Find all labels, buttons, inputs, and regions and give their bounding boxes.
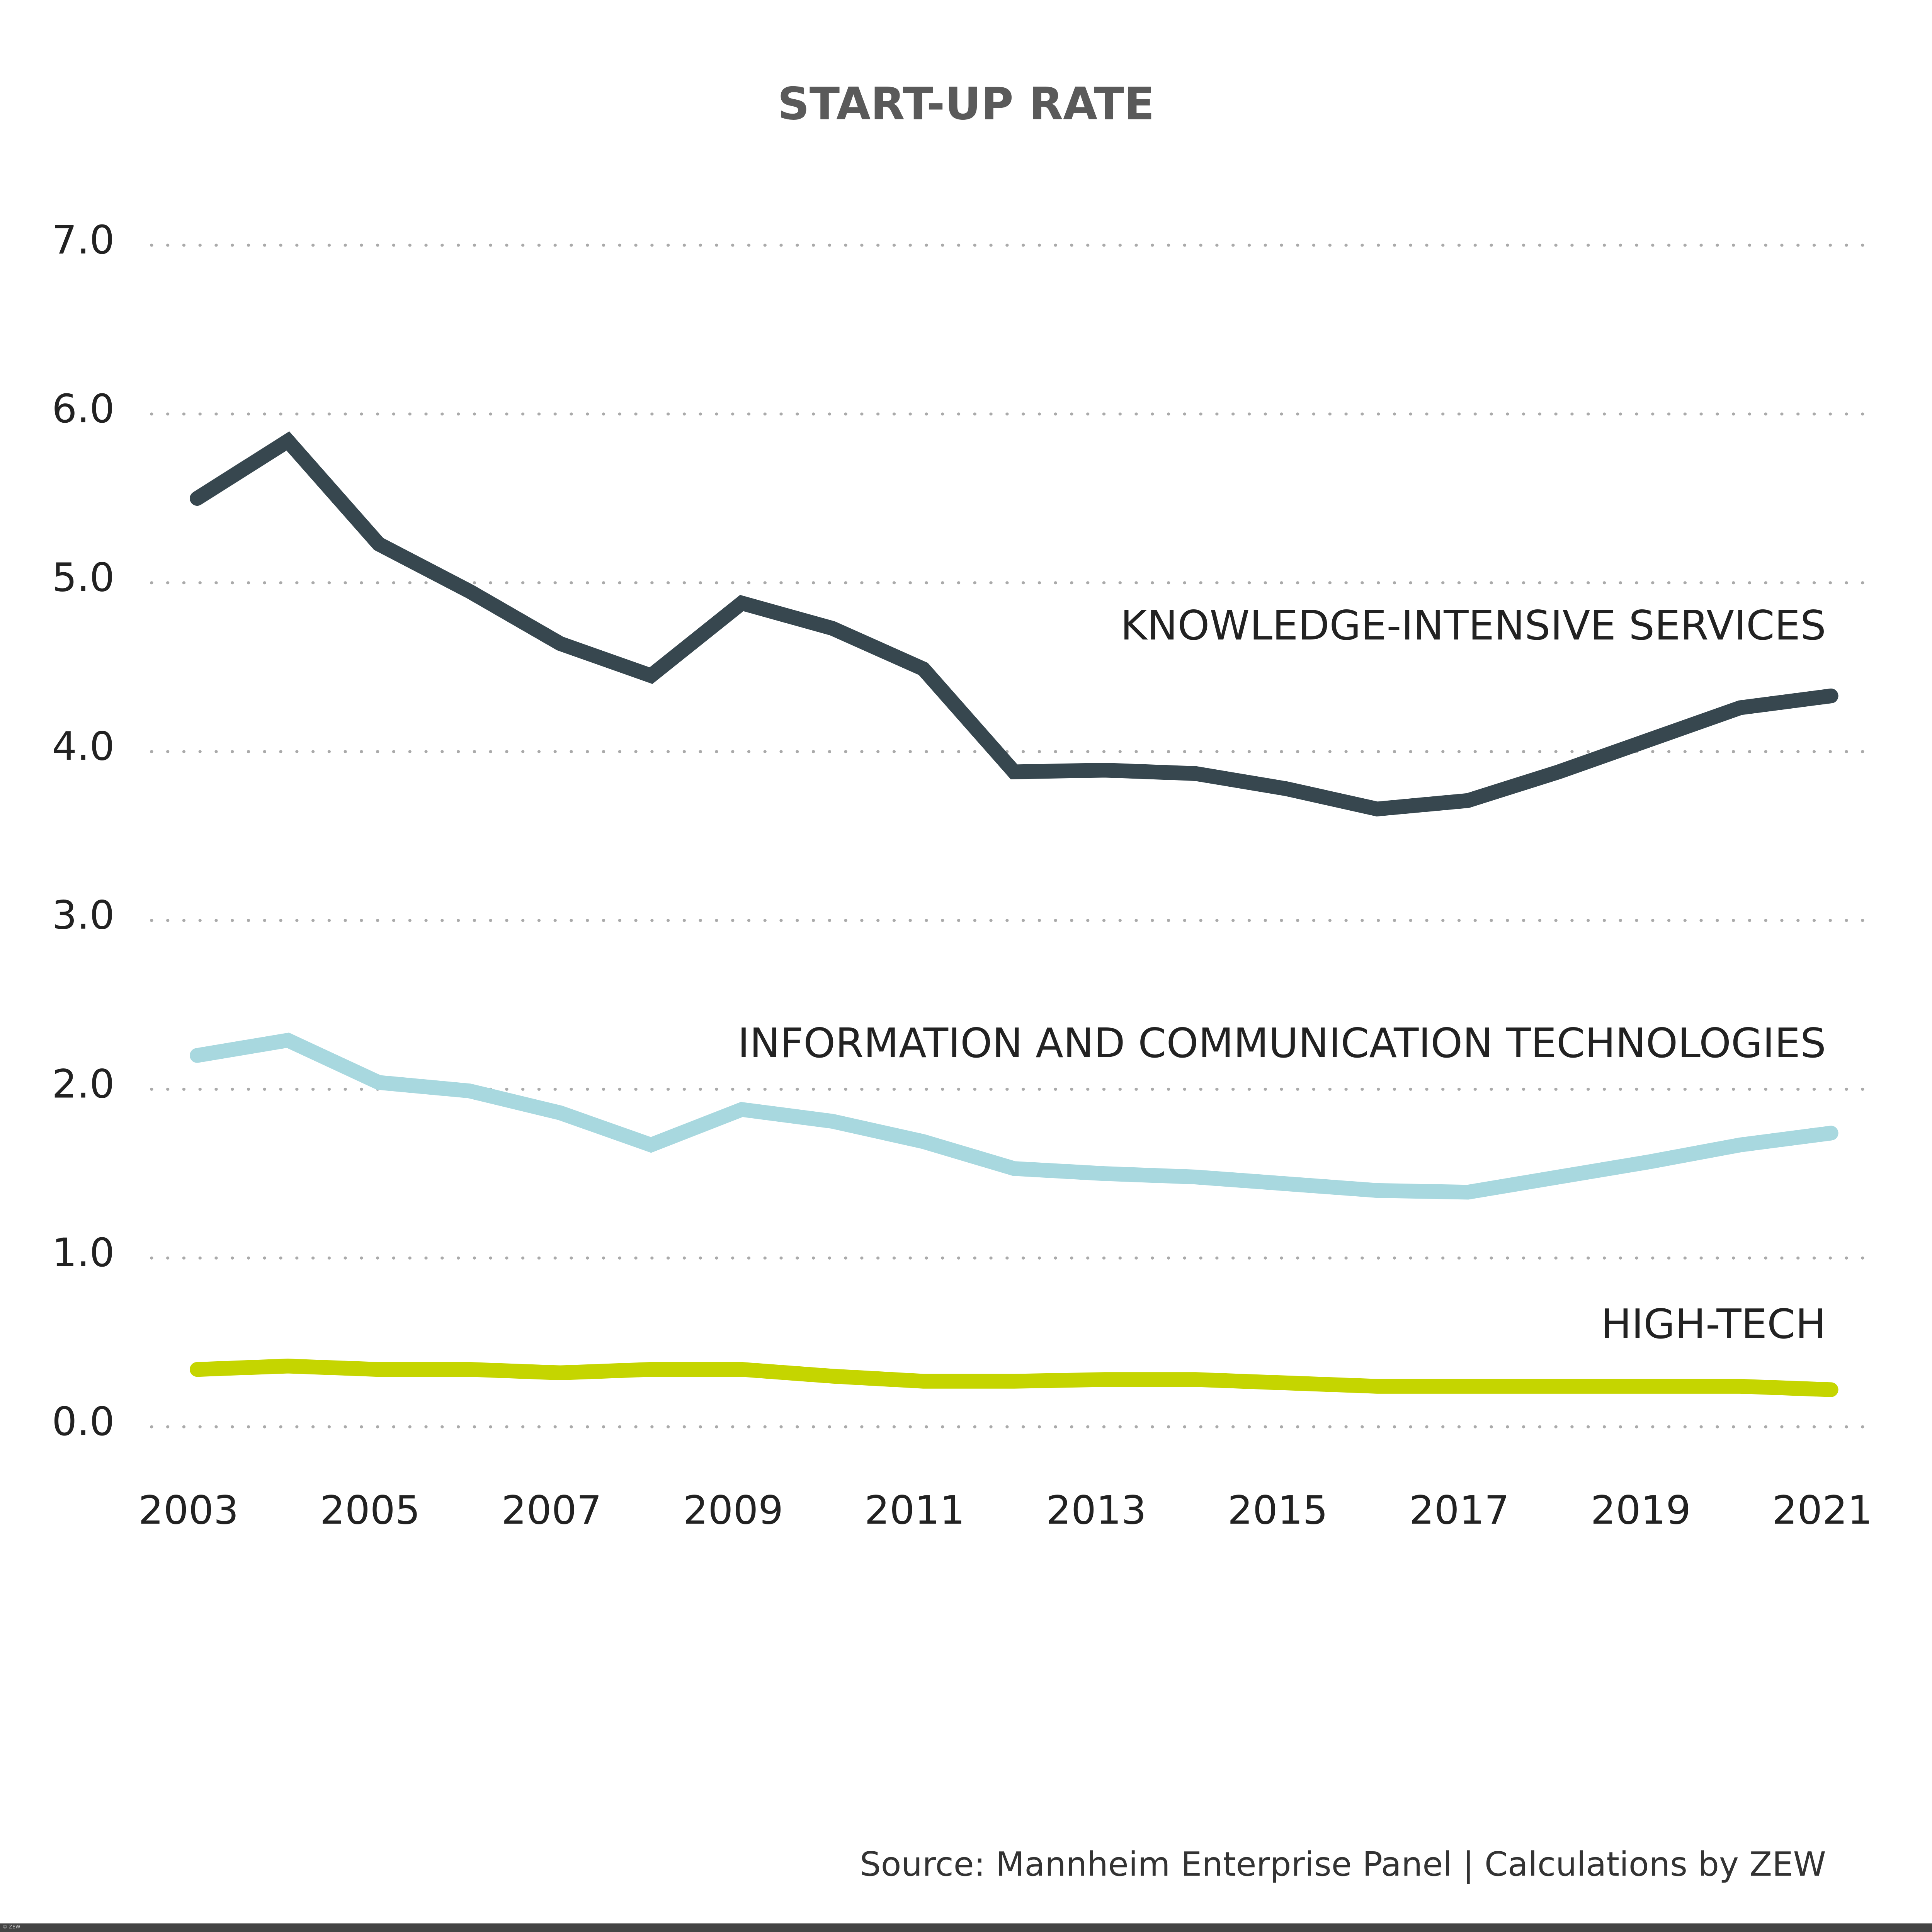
x-tick-label: 2007 (502, 1488, 602, 1534)
series-label: KNOWLEDGE-INTENSIVE SERVICES (1121, 602, 1826, 649)
x-tick-label: 2013 (1046, 1488, 1146, 1534)
source-note: Source: Mannheim Enterprise Panel | Calc… (860, 1845, 1826, 1884)
series-line (190, 431, 1838, 817)
y-tick-label: 6.0 (52, 386, 114, 432)
x-tick-label: 2011 (864, 1488, 965, 1534)
y-tick-label: 4.0 (52, 724, 114, 770)
x-tick-label: 2005 (320, 1488, 420, 1534)
x-tick-label: 2021 (1772, 1488, 1872, 1534)
y-tick-label: 5.0 (52, 555, 114, 601)
series-line (190, 1032, 1838, 1200)
x-tick-label: 2017 (1409, 1488, 1510, 1534)
chart-title: START-UP RATE (777, 78, 1154, 130)
series-line (190, 1359, 1838, 1397)
y-tick-label: 3.0 (52, 892, 114, 938)
y-tick-label: 0.0 (52, 1399, 114, 1445)
y-tick-label: 2.0 (52, 1061, 114, 1107)
x-tick-label: 2019 (1591, 1488, 1691, 1534)
series-label: HIGH-TECH (1601, 1300, 1826, 1348)
x-tick-label: 2003 (138, 1488, 239, 1534)
y-tick-label: 1.0 (52, 1230, 114, 1276)
y-tick-label: 7.0 (52, 217, 114, 263)
copyright: © ZEW (2, 1924, 20, 1930)
x-tick-label: 2009 (683, 1488, 783, 1534)
series-label: INFORMATION AND COMMUNICATION TECHNOLOGI… (738, 1019, 1826, 1067)
x-tick-label: 2015 (1228, 1488, 1328, 1534)
footer-bar (0, 1923, 1932, 1932)
